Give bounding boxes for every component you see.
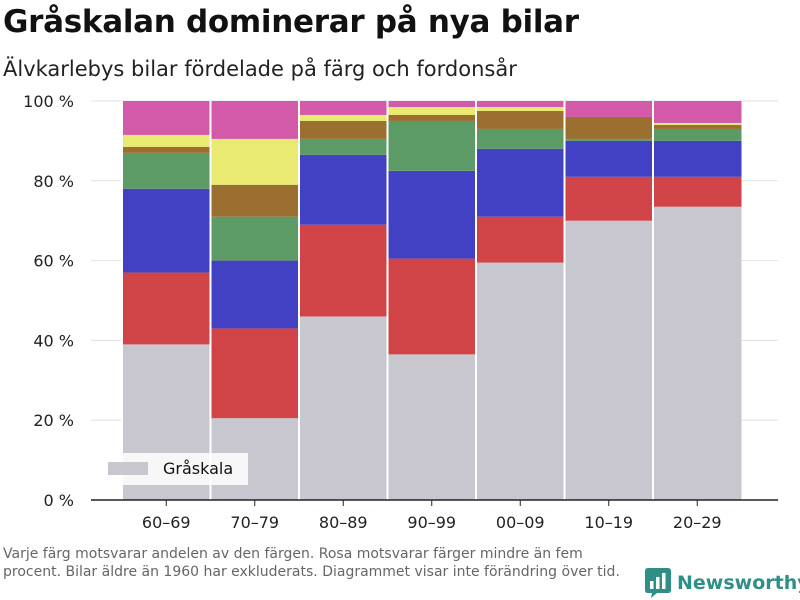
bar-segment: [476, 106, 565, 111]
bar-segment: [653, 140, 742, 177]
x-tick-labels: 60–69 70–79 80–89 90–99 00–09 10–19 20–29: [142, 500, 722, 532]
bar-segment: [387, 101, 476, 107]
bar-segment: [653, 124, 742, 129]
bar-segment: [387, 106, 476, 115]
bar-segment: [653, 176, 742, 207]
bar-segment: [564, 138, 653, 141]
legend-swatch-graskala: [108, 462, 148, 475]
legend: Gråskala: [102, 453, 248, 485]
chart-logo-icon: [645, 568, 671, 598]
bar-segment: [122, 101, 211, 135]
footnote: Varje färg motsvarar andelen av den färg…: [3, 546, 620, 580]
x-tick-label: 70–79: [230, 513, 279, 532]
bar-segment: [210, 328, 299, 419]
y-tick-label: 40 %: [33, 331, 74, 350]
y-tick-label: 0 %: [44, 491, 74, 510]
x-tick-label: 60–69: [142, 513, 191, 532]
x-tick-label: 80–89: [319, 513, 368, 532]
bar-segment: [387, 114, 476, 121]
bar-segment: [653, 122, 742, 125]
x-tick-label: 90–99: [407, 513, 456, 532]
bar-segment: [387, 170, 476, 259]
bar-segment: [476, 262, 565, 500]
bar-segment: [210, 184, 299, 217]
bar-segment: [653, 101, 742, 123]
bar-segment: [476, 216, 565, 263]
bar-segment: [210, 101, 299, 139]
bar-segment: [476, 110, 565, 129]
chart-subtitle: Älvkarlebys bilar fördelade på färg och …: [3, 57, 517, 81]
bar-segment: [299, 224, 388, 317]
brand-name: Newsworthy: [677, 572, 800, 594]
bar-segment: [653, 128, 742, 141]
x-tick-label: 20–29: [673, 513, 722, 532]
bar-segment: [387, 354, 476, 500]
bar-segment: [564, 176, 653, 221]
y-tick-label: 100 %: [23, 92, 74, 111]
stacked-bar-chart: 0 % 20 % 40 % 60 % 80 % 100 % 60–69 70–79 80–89…: [23, 92, 778, 532]
bar-segment: [299, 316, 388, 500]
bar-segment: [122, 146, 211, 153]
bar-segment: [299, 101, 388, 115]
bars: [91, 101, 778, 501]
bar-segment: [387, 120, 476, 171]
bar-segment: [122, 152, 211, 189]
y-tick-labels: 0 % 20 % 40 % 60 % 80 % 100 %: [23, 92, 74, 510]
bar-segment: [210, 260, 299, 329]
bar-segment: [210, 216, 299, 261]
bar-segment: [476, 128, 565, 149]
bar-segment: [564, 140, 653, 177]
x-tick-label: 10–19: [584, 513, 633, 532]
bar-segment: [299, 120, 388, 139]
bar-segment: [653, 206, 742, 501]
bar-segment: [210, 138, 299, 185]
y-tick-label: 20 %: [33, 411, 74, 430]
bar-segment: [476, 101, 565, 107]
legend-label-graskala: Gråskala: [163, 459, 233, 478]
bar-segment: [387, 258, 476, 355]
bar-segment: [564, 116, 653, 139]
x-tick-label: 00–09: [496, 513, 545, 532]
y-tick-label: 80 %: [33, 172, 74, 191]
bar-segment: [564, 101, 653, 117]
chart-title: Gråskalan dominerar på nya bilar: [3, 4, 579, 40]
y-tick-label: 60 %: [33, 252, 74, 271]
bar-segment: [299, 114, 388, 121]
bar-segment: [299, 154, 388, 225]
bar-segment: [122, 188, 211, 273]
newsworthy-logo[interactable]: Newsworthy: [645, 568, 800, 598]
bar-segment: [122, 134, 211, 147]
bar-segment: [122, 272, 211, 345]
bar-segment: [299, 138, 388, 155]
bar-segment: [476, 148, 565, 217]
bar-segment: [564, 220, 653, 500]
